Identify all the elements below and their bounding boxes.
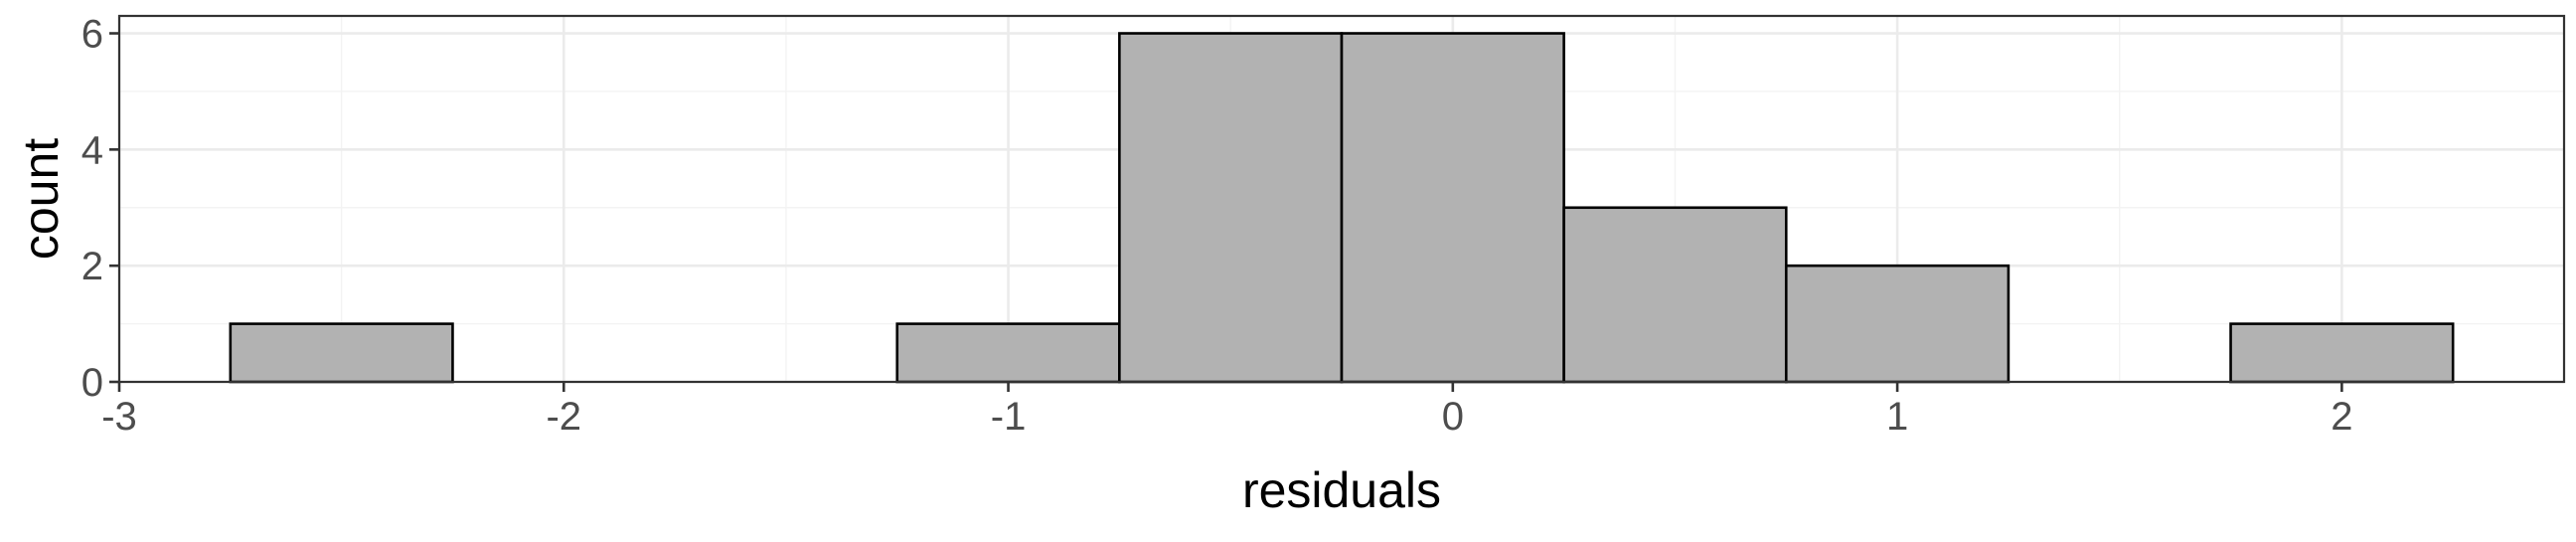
panel-border — [117, 14, 2566, 384]
histogram-bar — [895, 322, 1121, 384]
x-tick-label: -1 — [991, 395, 1027, 439]
y-tick-label: 4 — [81, 128, 103, 172]
axis-ticks — [109, 32, 2343, 392]
y-tick-label: 0 — [81, 361, 103, 405]
histogram-bar — [1562, 206, 1788, 384]
histogram-bar — [1340, 32, 1565, 384]
x-tick-label: 1 — [1886, 395, 1908, 439]
x-tick-label: 2 — [2331, 395, 2352, 439]
y-axis-title: count — [13, 138, 69, 260]
y-tick-labels: 0 2 4 6 — [81, 13, 103, 405]
histogram-bar — [1118, 32, 1344, 384]
histogram-bar — [1784, 264, 2011, 384]
x-axis-title: residuals — [1242, 462, 1441, 518]
y-tick-label: 6 — [81, 13, 103, 57]
x-tick-labels: -3 -2 -1 0 1 2 — [101, 395, 2352, 439]
x-tick-label: -3 — [101, 395, 137, 439]
histogram-bar — [229, 322, 454, 384]
x-tick-label: -2 — [546, 395, 581, 439]
histogram-bar — [2229, 322, 2455, 384]
x-tick-label: 0 — [1442, 395, 1464, 439]
y-tick-label: 2 — [81, 245, 103, 288]
histogram-bars — [229, 32, 2455, 384]
